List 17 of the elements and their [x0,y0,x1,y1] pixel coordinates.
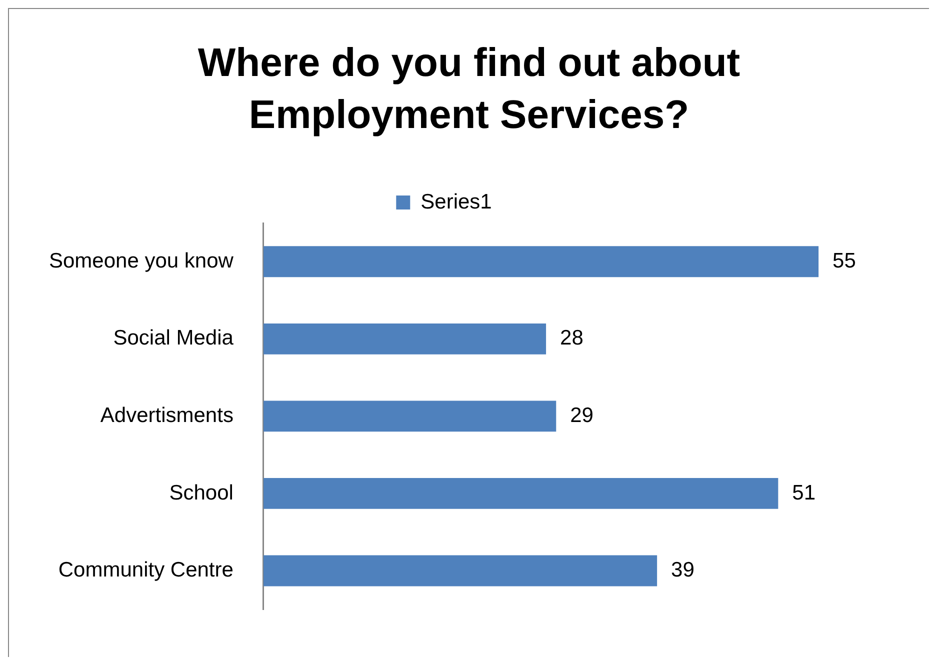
data-label: 39 [671,558,694,582]
y-tick-label: Community Centre [58,558,234,582]
bar [263,400,556,432]
bar [263,246,819,278]
data-label: 55 [832,249,856,272]
chart-title: Where do you find out about Employment Services? [196,40,742,139]
y-tick-label: Advertisments [100,404,234,427]
bar [263,555,658,586]
data-label: 28 [560,326,584,350]
legend-label: Series1 [420,190,492,214]
y-tick-label: School [169,481,234,504]
y-tick-label: Someone you know [48,249,234,272]
bar [263,323,546,354]
bar [263,478,778,509]
y-tick-label: Social Media [113,326,234,350]
data-label: 51 [792,481,816,504]
data-label: 29 [570,404,594,427]
